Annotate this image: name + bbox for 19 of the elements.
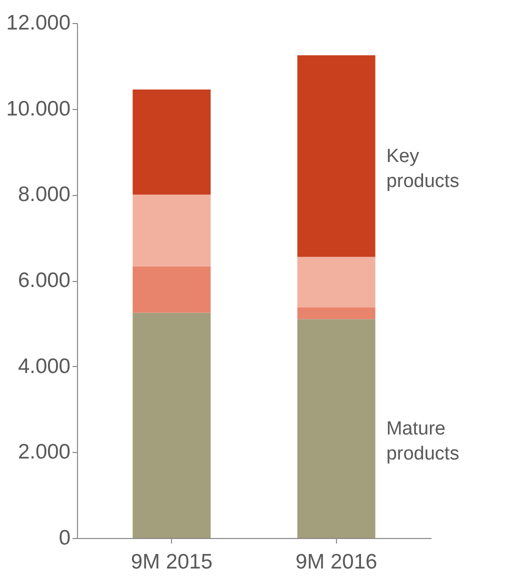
bar	[297, 319, 376, 538]
x-tick-label: 9M 2016	[295, 550, 378, 574]
y-tick-label: 12.000	[6, 12, 70, 34]
y-tick-label: 8.000	[18, 183, 70, 206]
series-label: Mature products	[386, 418, 460, 465]
y-tick-label: 4.000	[18, 354, 70, 378]
bar	[132, 194, 211, 266]
bar	[297, 55, 376, 257]
y-tick-label: 0	[58, 526, 70, 550]
series-label: Key products	[386, 146, 460, 192]
bar	[132, 90, 211, 195]
bar	[297, 308, 376, 320]
y-tick-label: 6.000	[18, 269, 70, 292]
bar	[132, 266, 211, 313]
bar	[297, 256, 376, 308]
bar	[132, 312, 211, 538]
x-tick-label: 9M 2015	[130, 550, 213, 574]
y-tick-label: 10.000	[6, 97, 70, 120]
y-tick-label: 2.000	[18, 440, 70, 464]
